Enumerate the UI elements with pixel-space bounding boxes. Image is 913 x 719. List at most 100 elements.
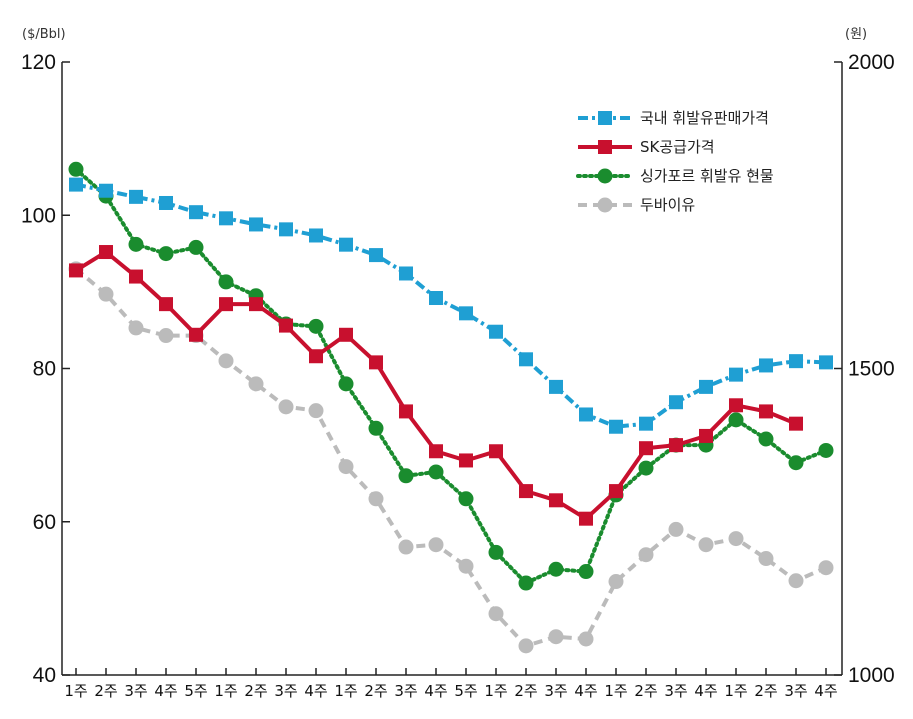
x-tick-label: 3주	[784, 682, 807, 700]
data-point	[188, 239, 204, 255]
data-point	[759, 358, 773, 373]
right-tick-label: 1500	[848, 358, 895, 381]
right-axis-ticks: 1000 1500 2000	[834, 51, 895, 687]
data-point	[339, 237, 353, 252]
data-point	[249, 217, 263, 232]
data-point	[399, 404, 413, 419]
data-point	[338, 459, 354, 475]
x-axis-ticks: 1주 2주 3주 4주 5주 1주 2주 3주 4주 1주 2주 3주 4주 5주 1주 2주 3주 4주 1주 2주…	[64, 668, 838, 700]
series-layer	[68, 161, 834, 654]
left-tick-label: 60	[33, 511, 56, 534]
data-point	[519, 484, 533, 499]
data-point	[189, 327, 203, 342]
data-point	[489, 444, 503, 459]
data-point	[398, 468, 414, 484]
x-axis: 1주 2주 3주 4주 5주 1주 2주 3주 4주 1주 2주 3주 4주 5주 1주 2주 3주 4주 1주 2주…	[62, 668, 842, 700]
data-point	[428, 537, 444, 553]
data-point	[159, 195, 173, 210]
x-tick-label: 4주	[574, 682, 597, 700]
legend-marker	[597, 168, 613, 184]
data-point	[279, 318, 293, 333]
data-point	[489, 324, 503, 339]
data-point	[308, 318, 324, 334]
data-point	[158, 328, 174, 344]
data-point	[249, 297, 263, 312]
data-point	[99, 245, 113, 260]
data-point	[789, 416, 803, 431]
data-point	[729, 398, 743, 413]
data-point	[579, 407, 593, 422]
right-tick-label: 1000	[848, 664, 895, 687]
left-tick-label: 40	[33, 664, 56, 687]
data-point	[608, 574, 624, 590]
x-tick-label: 1주	[604, 682, 627, 700]
x-tick-label: 1주	[214, 682, 237, 700]
data-point	[728, 531, 744, 547]
data-point	[399, 266, 413, 281]
data-point	[458, 558, 474, 574]
data-point	[758, 431, 774, 447]
data-point	[579, 511, 593, 526]
x-tick-label: 2주	[754, 682, 777, 700]
data-point	[819, 355, 833, 370]
legend-label: SK공급가격	[640, 138, 715, 156]
data-point	[789, 354, 803, 369]
series-2	[68, 161, 834, 591]
legend-label: 두바이유	[640, 196, 695, 214]
data-point	[699, 379, 713, 394]
data-point	[488, 544, 504, 560]
x-tick-label: 2주	[634, 682, 657, 700]
data-point	[609, 484, 623, 499]
data-point	[518, 575, 534, 591]
data-point	[368, 420, 384, 436]
left-axis-ticks: 40 60 80 100 120	[21, 51, 70, 687]
data-point	[759, 404, 773, 419]
data-point	[159, 297, 173, 312]
data-point	[219, 297, 233, 312]
legend-marker	[598, 140, 612, 154]
data-point	[129, 269, 143, 284]
data-point	[369, 355, 383, 370]
data-point	[578, 564, 594, 580]
data-point	[578, 631, 594, 647]
legend-label: 싱가포르 휘발유 현물	[640, 167, 774, 185]
x-tick-label: 1주	[64, 682, 87, 700]
x-tick-label: 4주	[814, 682, 837, 700]
legend-item: SK공급가격	[578, 138, 715, 156]
legend-label: 국내 휘발유판매가격	[640, 109, 769, 127]
x-tick-label: 2주	[244, 682, 267, 700]
data-point	[428, 464, 444, 480]
data-point	[429, 291, 443, 306]
data-point	[548, 561, 564, 577]
x-tick-label: 2주	[514, 682, 537, 700]
data-point	[609, 419, 623, 434]
data-point	[99, 183, 113, 198]
data-point	[549, 493, 563, 508]
data-point	[128, 236, 144, 252]
data-point	[548, 629, 564, 645]
data-point	[309, 349, 323, 364]
data-point	[279, 222, 293, 237]
data-point	[519, 352, 533, 367]
data-point	[129, 189, 143, 204]
data-point	[429, 444, 443, 459]
data-point	[69, 177, 83, 192]
data-point	[218, 274, 234, 290]
x-tick-label: 5주	[184, 682, 207, 700]
x-tick-label: 5주	[454, 682, 477, 700]
x-tick-label: 4주	[424, 682, 447, 700]
data-point	[638, 547, 654, 563]
data-point	[668, 521, 684, 537]
x-tick-label: 4주	[304, 682, 327, 700]
x-tick-label: 3주	[274, 682, 297, 700]
data-point	[158, 246, 174, 262]
left-tick-label: 100	[21, 204, 56, 227]
right-axis-unit: (원)	[845, 27, 867, 42]
data-point	[459, 306, 473, 321]
data-point	[69, 263, 83, 278]
data-point	[218, 353, 234, 369]
x-tick-label: 4주	[694, 682, 717, 700]
data-point	[368, 491, 384, 507]
